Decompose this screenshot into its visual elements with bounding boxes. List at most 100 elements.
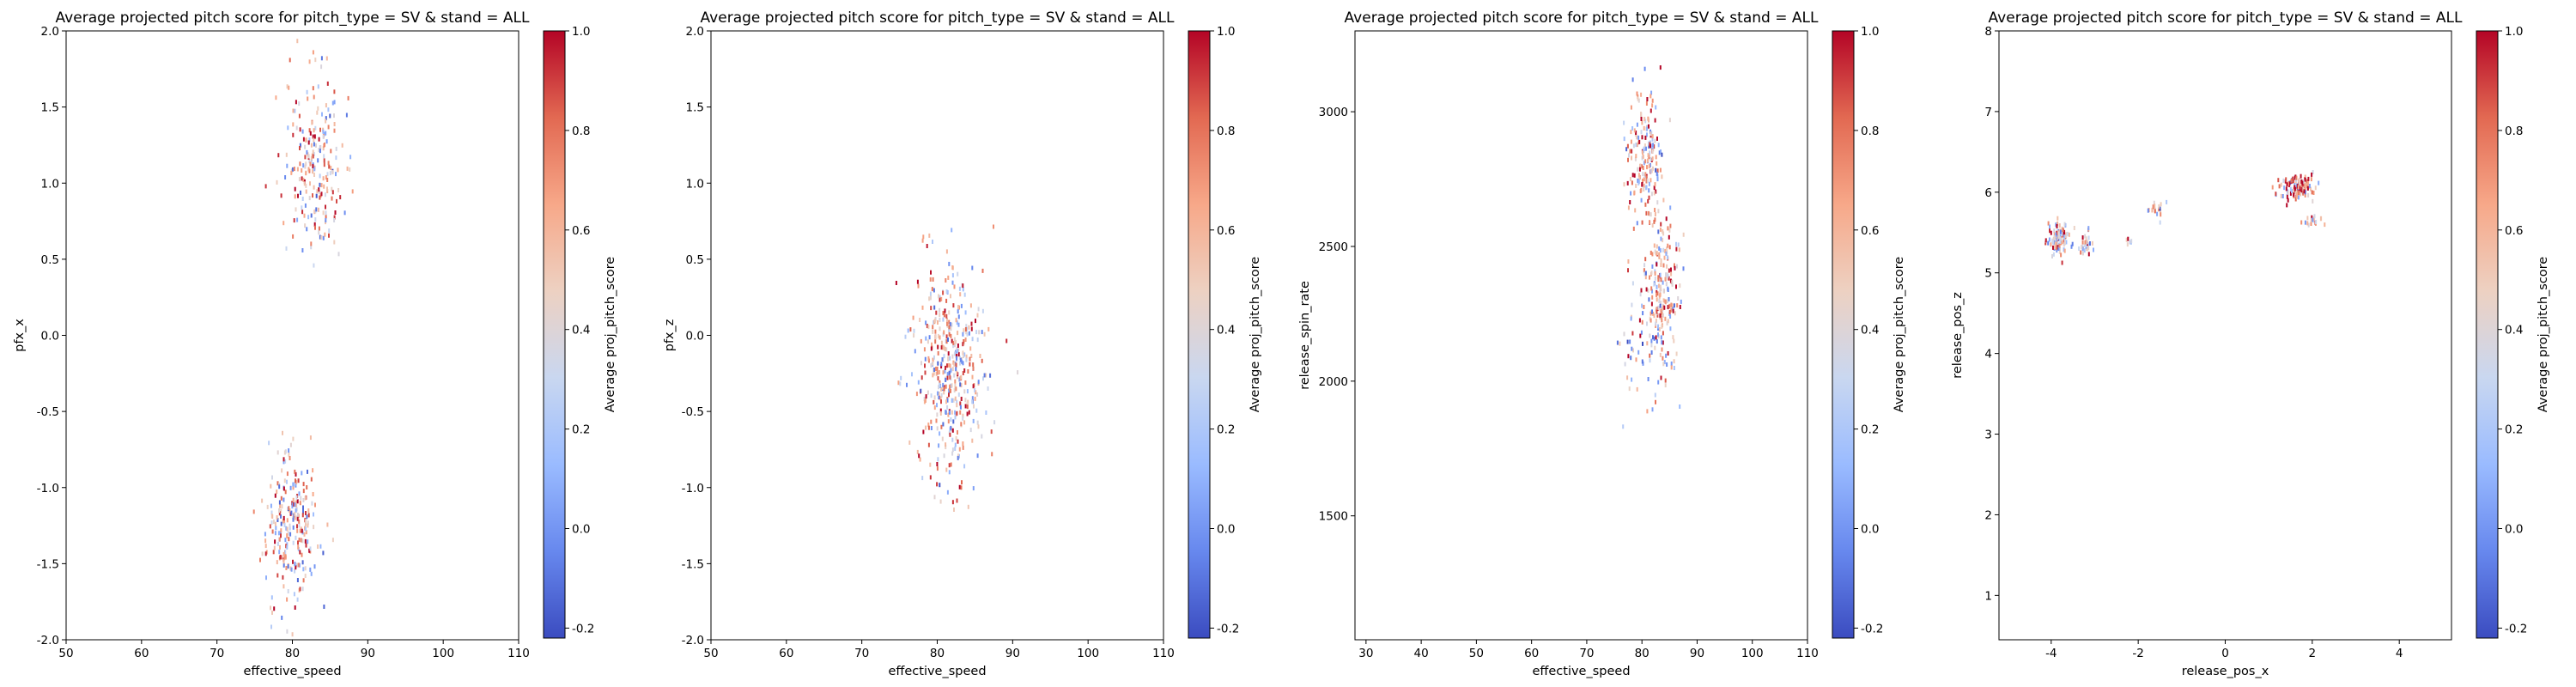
data-point	[1669, 314, 1672, 319]
data-point	[1645, 287, 1648, 292]
data-point	[2061, 236, 2063, 241]
colorbar-gradient	[2476, 31, 2498, 638]
data-point	[978, 330, 981, 335]
data-point	[937, 376, 939, 381]
data-point	[939, 318, 941, 322]
data-point	[294, 502, 296, 508]
data-point	[272, 520, 275, 525]
data-point	[939, 313, 941, 318]
data-point	[282, 519, 284, 524]
x-tick-label: 30	[1358, 647, 1373, 660]
data-point	[313, 173, 315, 177]
colorbar-tick-label: 0.6	[572, 224, 590, 238]
data-point	[294, 568, 296, 574]
data-point	[2314, 185, 2317, 191]
data-point	[1656, 251, 1658, 256]
data-point	[309, 567, 312, 572]
data-point	[945, 399, 947, 404]
data-point	[947, 412, 950, 417]
data-point	[313, 564, 316, 569]
data-point	[1674, 311, 1676, 316]
y-tick-label: -1.0	[37, 482, 59, 495]
data-point	[2049, 228, 2050, 234]
data-point	[1637, 167, 1639, 172]
data-point	[284, 554, 287, 559]
data-point	[939, 396, 942, 401]
data-point	[2290, 178, 2293, 183]
data-point	[2050, 242, 2052, 247]
data-point	[985, 373, 987, 378]
data-point	[337, 188, 340, 192]
data-point	[2081, 240, 2084, 245]
data-point	[2087, 252, 2090, 257]
data-point	[1638, 167, 1641, 172]
data-point	[2286, 182, 2288, 187]
data-point	[301, 528, 303, 533]
data-point	[2315, 220, 2318, 224]
data-point	[1646, 341, 1649, 346]
data-point	[935, 367, 937, 371]
data-point	[270, 514, 273, 519]
data-point	[276, 515, 278, 520]
data-point	[1649, 108, 1652, 113]
data-point	[933, 288, 935, 293]
data-point	[1659, 352, 1662, 357]
data-point	[948, 327, 951, 332]
data-point	[930, 346, 933, 351]
data-point	[967, 369, 969, 374]
data-point	[957, 309, 959, 314]
data-point	[286, 629, 289, 634]
data-point	[284, 538, 287, 543]
data-point	[326, 178, 329, 182]
colorbar-tick-label: 0.0	[1861, 523, 1879, 537]
data-point	[927, 339, 929, 344]
data-point	[322, 550, 325, 556]
data-point	[1649, 150, 1651, 155]
data-point	[302, 578, 305, 583]
data-point	[270, 483, 272, 489]
data-point	[301, 471, 303, 476]
data-point	[972, 418, 975, 423]
data-point	[1643, 143, 1646, 149]
data-point	[953, 337, 956, 342]
data-point	[1656, 309, 1658, 314]
data-point	[302, 567, 305, 572]
colorbar-tick-label: 0.0	[1217, 523, 1235, 537]
data-point	[292, 525, 295, 530]
data-point	[963, 339, 965, 344]
data-point	[280, 514, 282, 519]
data-point	[2130, 239, 2133, 244]
x-tick-label: 90	[1005, 647, 1020, 660]
data-point	[954, 384, 957, 388]
x-axis-label: effective_speed	[243, 665, 341, 678]
data-point	[1674, 303, 1675, 308]
data-point	[1657, 209, 1660, 214]
data-point	[2287, 181, 2289, 186]
data-point	[1637, 178, 1639, 183]
data-point	[939, 380, 941, 385]
data-point	[296, 597, 299, 602]
data-point	[949, 410, 951, 415]
data-point	[1672, 335, 1674, 340]
data-point	[303, 213, 306, 218]
data-point	[1658, 254, 1661, 259]
x-tick-label: 110	[1152, 647, 1175, 660]
data-point	[307, 520, 309, 526]
data-point	[299, 127, 301, 132]
y-tick-label: 2.0	[41, 25, 59, 39]
data-point	[927, 390, 929, 395]
data-point	[915, 392, 918, 397]
data-point	[310, 245, 313, 250]
data-point	[2044, 238, 2047, 243]
data-point	[948, 325, 951, 330]
data-point	[276, 560, 278, 565]
data-point	[975, 319, 976, 324]
data-point	[1649, 212, 1652, 217]
data-points	[252, 39, 354, 637]
data-point	[1637, 94, 1639, 99]
x-tick-label: 60	[134, 647, 149, 660]
data-point	[1658, 327, 1661, 331]
y-axis-label: pfx_x	[13, 319, 27, 352]
y-tick-label: 7	[1984, 106, 1992, 119]
data-point	[1648, 164, 1650, 169]
